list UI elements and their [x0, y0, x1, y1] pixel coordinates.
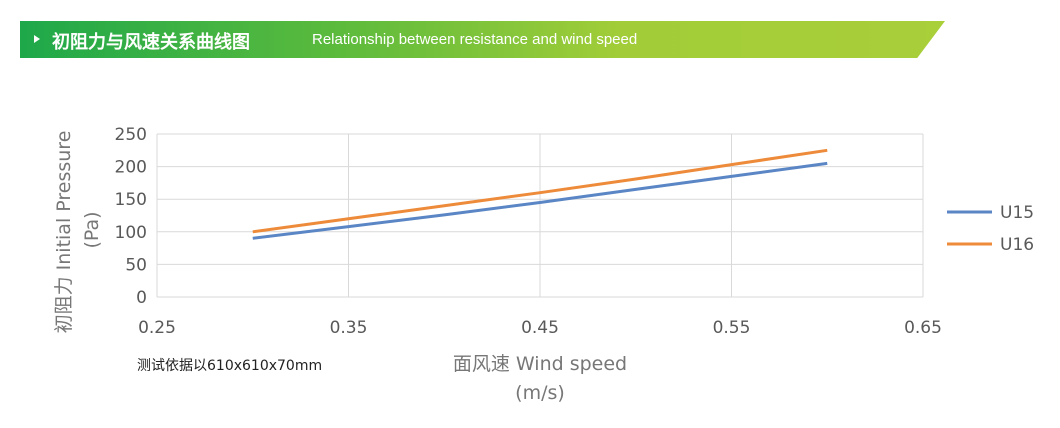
- legend-label-u16: U16: [1000, 235, 1034, 255]
- x-tick-label: 0.25: [138, 318, 176, 338]
- x-axis-unit: (m/s): [515, 382, 565, 404]
- y-tick-label: 200: [115, 158, 147, 178]
- x-axis-label: 面风速 Wind speed: [453, 353, 627, 375]
- legend-label-u15: U15: [1000, 203, 1034, 223]
- title-cn: 初阻力与风速关系曲线图: [52, 32, 250, 53]
- title-en: Relationship between resistance and wind…: [312, 31, 638, 48]
- y-axis-label: 初阻力 Initial Pressure: [53, 131, 75, 334]
- x-tick-label: 0.45: [521, 318, 559, 338]
- y-axis-unit: (Pa): [81, 211, 103, 248]
- y-tick-label: 0: [136, 288, 147, 308]
- test-note: 测试依据以610x610x70mm: [137, 358, 323, 374]
- series-line-u16: [252, 148, 828, 234]
- header-banner: 初阻力与风速关系曲线图 Relationship between resista…: [20, 21, 945, 58]
- x-tick-label: 0.65: [904, 318, 942, 338]
- y-tick-label: 100: [115, 223, 147, 243]
- y-tick-label: 50: [125, 255, 147, 275]
- y-tick-label: 250: [115, 125, 147, 145]
- triangle-bullet-icon: [34, 35, 40, 43]
- series-line-u15: [252, 161, 828, 240]
- x-tick-label: 0.35: [330, 318, 368, 338]
- x-tick-label: 0.55: [713, 318, 751, 338]
- y-tick-label: 150: [115, 190, 147, 210]
